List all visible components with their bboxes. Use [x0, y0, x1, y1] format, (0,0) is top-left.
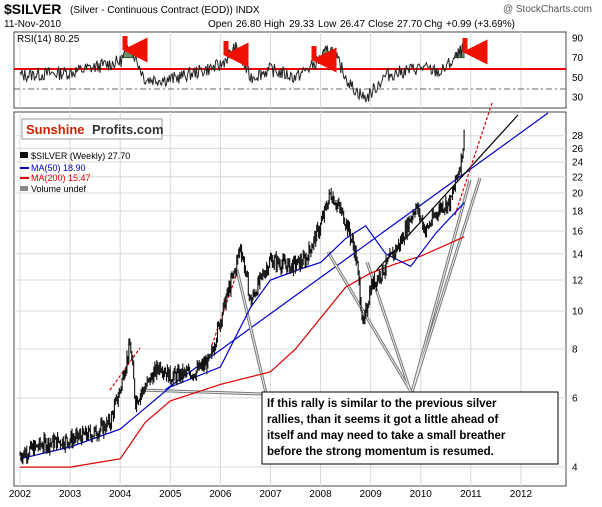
close-value: 27.70 [397, 19, 422, 30]
rsi-tick-label: 90 [572, 33, 584, 44]
y-tick-label: 22 [572, 172, 584, 183]
price-bars [19, 129, 465, 465]
ma200-line [20, 236, 465, 468]
high-value: 29.33 [289, 19, 314, 30]
logo-sunshine: Sunshine [26, 122, 85, 137]
y-tick-label: 4 [572, 463, 578, 474]
x-tick-label: 2007 [259, 489, 282, 500]
x-tick-label: 2008 [309, 489, 332, 500]
x-axis: 2002 2003 2004 2005 2006 2007 2008 2009 2010 2011… [9, 489, 533, 500]
x-tick-label: 2006 [209, 489, 232, 500]
red-dashed-rally-2006 [211, 269, 239, 346]
legend-volume: Volume undef [31, 184, 87, 194]
y-tick-label: 28 [572, 131, 584, 142]
y-tick-label: 10 [572, 307, 584, 318]
y-tick-label: 16 [572, 227, 584, 238]
chart-date: 11-Nov-2010 [4, 19, 62, 30]
annotation-callout: If this rally is similar to the previous… [261, 391, 559, 465]
legend-price-swatch [20, 152, 28, 158]
open-label: Open [208, 19, 232, 30]
low-value: 26.47 [340, 19, 365, 30]
annotation-text: If this rally is similar to the previous… [267, 398, 506, 458]
legend-ma50: MA(50) 18.90 [31, 163, 86, 173]
y-tick-label: 8 [572, 345, 578, 356]
chart-symbol: $SILVER [4, 1, 61, 17]
chart-description: (Silver - Continuous Contract (EOD)) IND… [70, 5, 260, 16]
rsi-label: RSI(14) 80.25 [17, 34, 80, 45]
rsi-tick-label: 50 [572, 73, 584, 84]
legend: $SILVER (Weekly) 27.70 MA(50) 18.90 MA(2… [20, 151, 130, 194]
ohlc-summary: Open 26.80 High 29.33 Low 26.47 Close 27… [208, 19, 515, 30]
x-tick-label: 2010 [410, 489, 433, 500]
y-tick-label: 20 [572, 189, 584, 200]
x-tick-label: 2009 [360, 489, 383, 500]
x-tick-label: 2003 [59, 489, 82, 500]
legend-ma200: MA(200) 15.47 [31, 173, 91, 183]
high-label: High [264, 19, 285, 30]
open-value: 26.80 [236, 19, 261, 30]
x-tick-label: 2011 [460, 489, 482, 500]
rsi-arrows [122, 36, 488, 73]
x-tick-label: 2012 [510, 489, 533, 500]
red-dashed-rally-2004 [109, 347, 141, 391]
low-label: Low [318, 19, 337, 30]
annotation-box [261, 391, 559, 465]
x-tick-label: 2004 [109, 489, 132, 500]
chg-label: Chg [424, 19, 442, 30]
legend-price: $SILVER (Weekly) 27.70 [31, 151, 130, 161]
x-tick-label: 2002 [9, 489, 32, 500]
rsi-tick-label: 30 [572, 93, 584, 104]
credit-text: @ StockCharts.com [503, 4, 592, 15]
y-tick-label: 6 [572, 394, 578, 405]
x-tick-label: 2005 [159, 489, 182, 500]
y-tick-label: 24 [572, 157, 584, 168]
close-label: Close [368, 19, 394, 30]
chg-value: +0.99 (+3.69%) [446, 19, 515, 30]
y-tick-label: 12 [572, 276, 584, 287]
y-tick-label: 26 [572, 144, 584, 155]
rsi-tick-label: 70 [572, 53, 584, 64]
legend-volume-swatch [20, 186, 28, 191]
logo-profits: Profits.com [92, 122, 164, 137]
y-tick-label: 14 [572, 249, 584, 260]
price-y-axis: 4 6 8 10 12 14 16 18 20 22 24 26 28 [572, 131, 584, 473]
sunshine-profits-logo: Sunshine Profits.com [21, 118, 164, 140]
y-tick-label: 18 [572, 206, 584, 217]
rsi-axis: 90 70 50 30 [572, 33, 584, 103]
